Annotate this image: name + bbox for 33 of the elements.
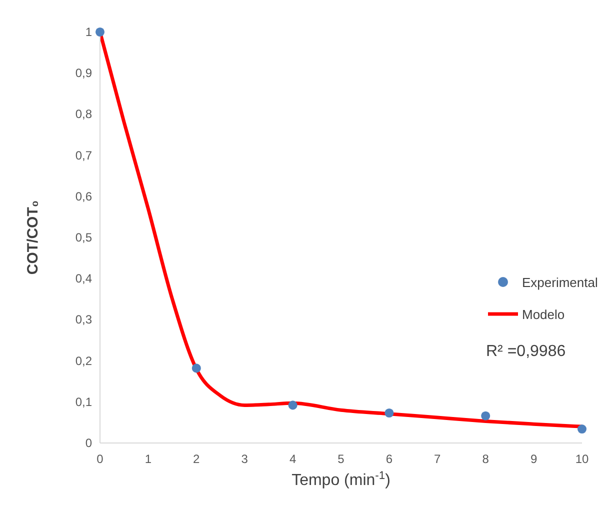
x-tick-label: 2 [193, 452, 200, 466]
x-tick-label: 8 [482, 452, 490, 466]
x-tick-label: 9 [530, 452, 538, 466]
y-tick-label: 0,1 [75, 394, 92, 409]
point [95, 27, 105, 37]
x-tick-label: 4 [289, 452, 296, 466]
legend-label: Modelo [522, 306, 565, 322]
x-tick-label: 3 [241, 452, 248, 466]
y-tick-label: 0,3 [75, 312, 92, 327]
y-tick-label: 0,6 [75, 189, 92, 204]
y-tick-label: 0 [85, 436, 92, 450]
x-tick-label: 7 [434, 452, 442, 466]
point [384, 408, 394, 418]
y-tick-label: 0,5 [75, 230, 92, 244]
y-tick-label: 0,4 [75, 272, 92, 286]
x-tick-label: 10 [575, 452, 589, 466]
point [577, 424, 587, 434]
x-axis-title: Tempo (min$^{-1}$) [292, 470, 390, 489]
x-tick-label: 1 [144, 452, 152, 466]
point [192, 364, 201, 373]
legend-label: Experimental [522, 274, 598, 290]
y-tick-label: 0,7 [75, 148, 92, 162]
annotation: R² =0,9986 [486, 343, 566, 361]
y-tick-label: 0,2 [75, 354, 92, 368]
y-tick-label: 1 [85, 25, 92, 39]
x-tick-label: 5 [338, 452, 345, 466]
y-tick-label: 0,9 [75, 66, 92, 80]
point [481, 411, 490, 420]
point [288, 400, 298, 410]
x-tick-label: 6 [386, 452, 393, 466]
x-tick-label: 0 [96, 452, 104, 466]
y-tick-label: 0,8 [75, 107, 92, 122]
y-axis-title: COT/COT₀ [24, 200, 42, 275]
